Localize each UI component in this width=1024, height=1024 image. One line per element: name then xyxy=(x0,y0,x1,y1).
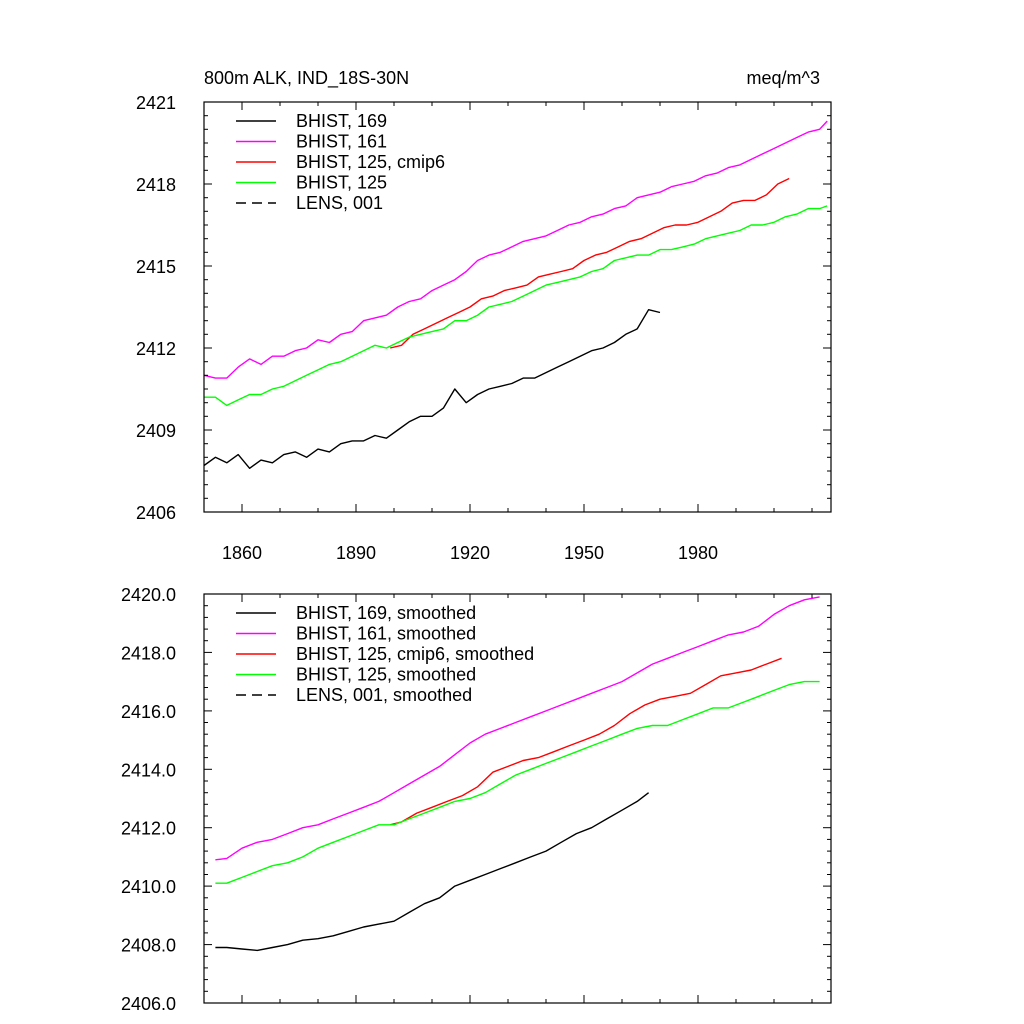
top-chart-units: meq/m^3 xyxy=(747,68,820,88)
top-chart: 2406 2409 2412 2415 2418 2421 1860 1890 1920 1950… xyxy=(136,93,832,563)
bottom-series-line-1 xyxy=(215,596,820,861)
bottom-y-tick-label: 2416.0 xyxy=(121,702,176,722)
bottom-series-line-3 xyxy=(215,680,820,884)
top-chart-title: 800m ALK, IND_18S-30N xyxy=(204,68,409,89)
top-series-line-3 xyxy=(204,205,828,407)
top-y-tick-label: 2409 xyxy=(136,421,176,441)
top-y-tick-label: 2421 xyxy=(136,93,176,113)
bottom-chart: 2406.0 2408.0 2410.0 2412.0 2414.0 2416.0 2418… xyxy=(121,585,832,1014)
bottom-y-tick-label: 2412.0 xyxy=(121,819,176,839)
bottom-y-tick-label: 2418.0 xyxy=(121,643,176,663)
bottom-y-tick-label: 2420.0 xyxy=(121,585,176,605)
top-x-tick-label: 1890 xyxy=(336,543,376,563)
bottom-y-tick-label: 2408.0 xyxy=(121,936,176,956)
top-x-tick-label: 1980 xyxy=(678,543,718,563)
bottom-legend-label-2: BHIST, 125, cmip6, smoothed xyxy=(296,644,534,664)
bottom-legend-label-4: LENS, 001, smoothed xyxy=(296,685,472,705)
bottom-y-tick-label: 2406.0 xyxy=(121,994,176,1014)
top-legend-label-2: BHIST, 125, cmip6 xyxy=(296,152,445,172)
top-series-line-2 xyxy=(390,177,790,349)
bottom-series-line-0 xyxy=(215,792,650,952)
top-series-line-1 xyxy=(203,120,828,379)
bottom-y-tick-label: 2410.0 xyxy=(121,877,176,897)
top-x-tick-label: 1860 xyxy=(222,543,262,563)
bottom-y-tick-label: 2414.0 xyxy=(121,760,176,780)
bottom-legend-label-0: BHIST, 169, smoothed xyxy=(296,603,476,623)
bottom-legend-label-3: BHIST, 125, smoothed xyxy=(296,665,476,685)
top-series-line-0 xyxy=(203,309,661,469)
bottom-legend-label-1: BHIST, 161, smoothed xyxy=(296,624,476,644)
bottom-series-line-2 xyxy=(390,657,782,826)
top-y-tick-label: 2406 xyxy=(136,503,176,523)
top-y-tick-label: 2412 xyxy=(136,339,176,359)
top-legend-label-0: BHIST, 169 xyxy=(296,111,387,131)
top-legend-label-3: BHIST, 125 xyxy=(296,173,387,193)
top-x-tick-label: 1920 xyxy=(450,543,490,563)
top-x-tick-label: 1950 xyxy=(564,543,604,563)
top-y-tick-label: 2418 xyxy=(136,175,176,195)
top-legend-label-1: BHIST, 161 xyxy=(296,132,387,152)
top-y-tick-label: 2415 xyxy=(136,257,176,277)
bottom-plot-frame xyxy=(203,593,832,1004)
top-legend-label-4: LENS, 001 xyxy=(296,193,383,213)
